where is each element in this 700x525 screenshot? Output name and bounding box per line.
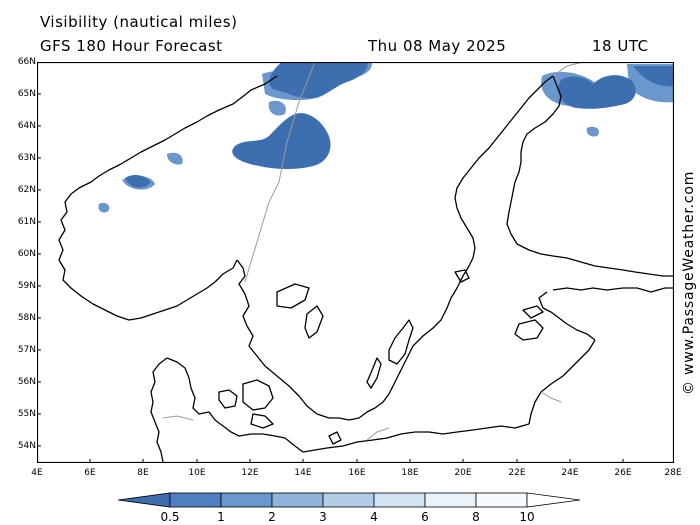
lon-label: 4E	[31, 468, 43, 478]
lon-label: 24E	[561, 468, 579, 478]
watermark: © www.PassageWeather.com	[681, 170, 697, 395]
forecast-date: Thu 08 May 2025	[368, 37, 507, 55]
lon-label: 10E	[188, 468, 206, 478]
lat-label: 58N	[17, 313, 36, 323]
legend-swatch	[526, 492, 581, 508]
lat-label: 55N	[17, 409, 36, 419]
legend-swatch	[169, 492, 222, 508]
legend-swatch	[271, 492, 324, 508]
legend-label: 10	[519, 510, 535, 524]
map-subtitle: GFS 180 Hour Forecast	[40, 37, 223, 55]
coastlines	[58, 75, 674, 463]
lat-label: 65N	[17, 89, 36, 99]
lon-label: 14E	[294, 468, 312, 478]
map-frame	[37, 62, 674, 463]
legend-label: 3	[319, 510, 327, 524]
lat-label: 64N	[17, 121, 36, 131]
lon-label: 8E	[137, 468, 149, 478]
axis-ticks	[37, 93, 624, 463]
lat-label: 59N	[17, 281, 36, 291]
visibility-map	[37, 62, 674, 463]
lat-label: 54N	[17, 441, 36, 451]
legend-swatch	[118, 492, 171, 508]
lon-label: 20E	[454, 468, 472, 478]
lon-label: 26E	[614, 468, 632, 478]
lon-label: 6E	[84, 468, 96, 478]
forecast-time: 18 UTC	[592, 37, 649, 55]
lat-label: 57N	[17, 345, 36, 355]
legend-colorbar	[118, 492, 581, 508]
lat-label: 60N	[17, 249, 36, 259]
lat-label: 62N	[17, 185, 36, 195]
legend-swatch	[373, 492, 426, 508]
map-title: Visibility (nautical miles)	[40, 13, 238, 31]
fog-dark-areas	[125, 62, 674, 188]
legend-label: 2	[268, 510, 276, 524]
lon-label: 16E	[348, 468, 366, 478]
legend-label: 6	[421, 510, 429, 524]
lat-label: 61N	[17, 217, 36, 227]
legend-label: 8	[472, 510, 480, 524]
legend-swatch	[424, 492, 477, 508]
legend-swatch	[322, 492, 375, 508]
lat-label: 66N	[17, 57, 36, 67]
lat-label: 63N	[17, 153, 36, 163]
country-borders	[162, 62, 584, 441]
legend-label: 1	[217, 510, 225, 524]
legend-swatch	[220, 492, 273, 508]
legend-label: 0.5	[160, 510, 180, 524]
legend-label: 4	[370, 510, 378, 524]
lat-label: 56N	[17, 377, 36, 387]
legend-swatch	[475, 492, 528, 508]
lon-label: 22E	[508, 468, 526, 478]
lon-label: 12E	[241, 468, 259, 478]
lon-label: 28E	[664, 468, 682, 478]
lon-label: 18E	[401, 468, 419, 478]
